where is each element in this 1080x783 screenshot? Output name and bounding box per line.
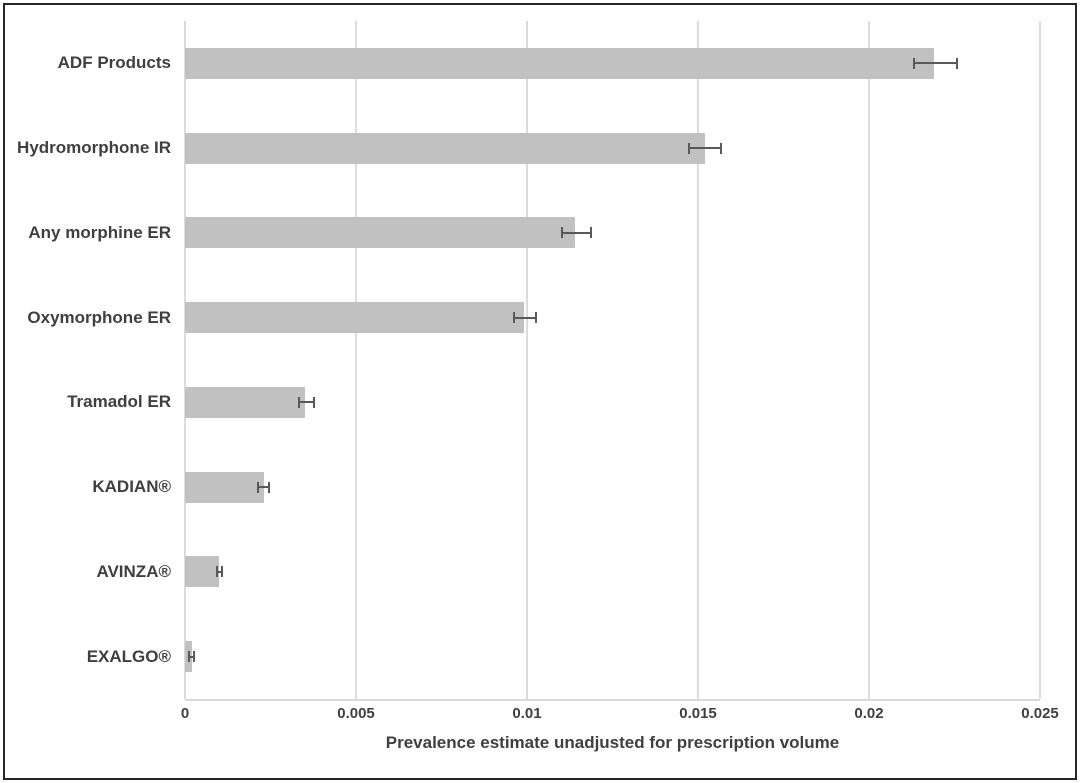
error-bar-line — [515, 316, 536, 319]
x-axis-title: Prevalence estimate unadjusted for presc… — [385, 733, 840, 752]
category-label: Any morphine ER — [28, 222, 171, 242]
category-label: Tramadol ER — [67, 392, 171, 412]
error-bar-line — [258, 486, 269, 489]
error-bar — [513, 312, 538, 324]
category-label: Oxymorphone ER — [27, 307, 171, 327]
gridline — [1039, 21, 1041, 699]
category-label: KADIAN® — [92, 477, 171, 497]
error-bar — [256, 481, 271, 493]
gridline — [697, 21, 699, 699]
error-bar — [561, 227, 592, 239]
chart-frame: ADF Products Hydromorphone IR Any morphine… — [3, 3, 1077, 780]
x-axis-line — [185, 699, 1040, 701]
category-label: AVINZA® — [96, 561, 171, 581]
category-labels: ADF Products Hydromorphone IR Any morphine… — [5, 21, 171, 699]
bar — [185, 302, 524, 334]
bar — [185, 471, 264, 503]
x-tick-labels: 0 0.005 0.01 0.015 0.02 0.025 — [181, 705, 1059, 727]
gridline — [184, 21, 186, 699]
bar — [185, 386, 305, 418]
x-tick-label: 0.015 — [679, 705, 717, 722]
x-tick-label: 0.02 — [854, 705, 884, 722]
x-tick-label: 0 — [180, 705, 190, 722]
bar — [185, 556, 220, 588]
error-bar — [297, 396, 315, 408]
error-bar-line — [190, 655, 194, 658]
error-bar — [188, 651, 196, 663]
category-label: Hydromorphone IR — [17, 138, 171, 158]
gridline — [526, 21, 528, 699]
gridline — [355, 21, 357, 699]
error-bar-line — [299, 401, 313, 404]
error-bar — [687, 142, 722, 154]
bar — [185, 132, 705, 164]
bar — [185, 47, 934, 79]
x-tick-label: 0.01 — [512, 705, 542, 722]
x-tick-label: 0.025 — [1021, 705, 1059, 722]
category-label: EXALGO® — [86, 646, 171, 666]
category-label: ADF Products — [57, 53, 171, 73]
error-bar — [215, 566, 223, 578]
gridline — [868, 21, 870, 699]
error-bar-line — [689, 147, 720, 150]
error-bar — [913, 57, 958, 69]
bar — [185, 217, 575, 249]
error-bar-line — [217, 570, 221, 573]
x-tick-label: 0.005 — [337, 705, 375, 722]
error-bar-line — [563, 231, 590, 234]
plot-area — [184, 21, 1041, 701]
error-bar-line — [915, 62, 956, 65]
